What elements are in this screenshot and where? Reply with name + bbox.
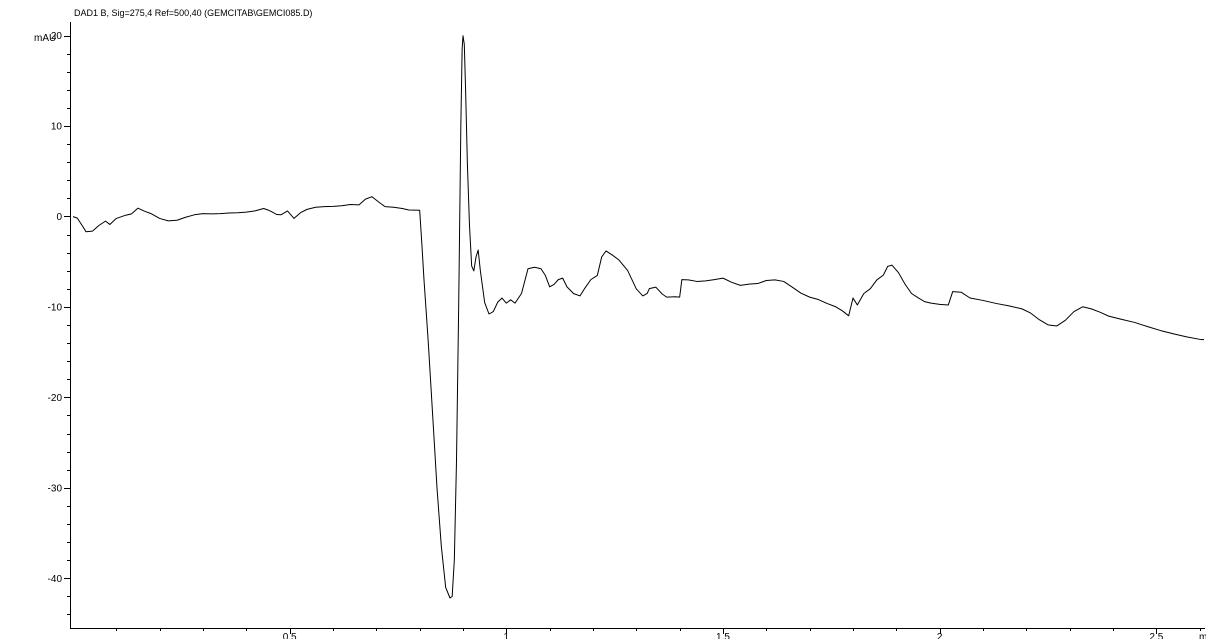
x-tick-label: 1.5 (716, 632, 730, 639)
chart-series (72, 35, 1205, 599)
y-axis-unit-label: mAU (34, 33, 56, 44)
y-tick-label: 20 (51, 31, 63, 42)
y-tick-label: -40 (48, 574, 63, 585)
x-tick-label: 2.5 (1149, 632, 1163, 639)
y-tick-label: 0 (56, 212, 62, 223)
signal-trace-1 (72, 35, 1205, 599)
x-axis-unit-label: m (1199, 632, 1206, 639)
y-tick-label: 10 (51, 122, 63, 133)
y-tick-label: -10 (48, 302, 63, 313)
x-axis-ticks: 0.5 1 1.5 2 2.5 m (116, 628, 1206, 639)
x-tick-label: 1 (504, 632, 510, 639)
y-axis-ticks: 20 10 0 -10 -20 -30 -40 (48, 31, 70, 615)
y-tick-label: -20 (48, 393, 63, 404)
x-tick-label: 0.5 (283, 632, 297, 639)
chart-title: DAD1 B, Sig=275,4 Ref=500,40 (GEMCITAB\G… (74, 8, 312, 18)
y-tick-label: -30 (48, 483, 63, 494)
chart-axes (70, 22, 1205, 629)
x-tick-label: 2 (937, 632, 943, 639)
